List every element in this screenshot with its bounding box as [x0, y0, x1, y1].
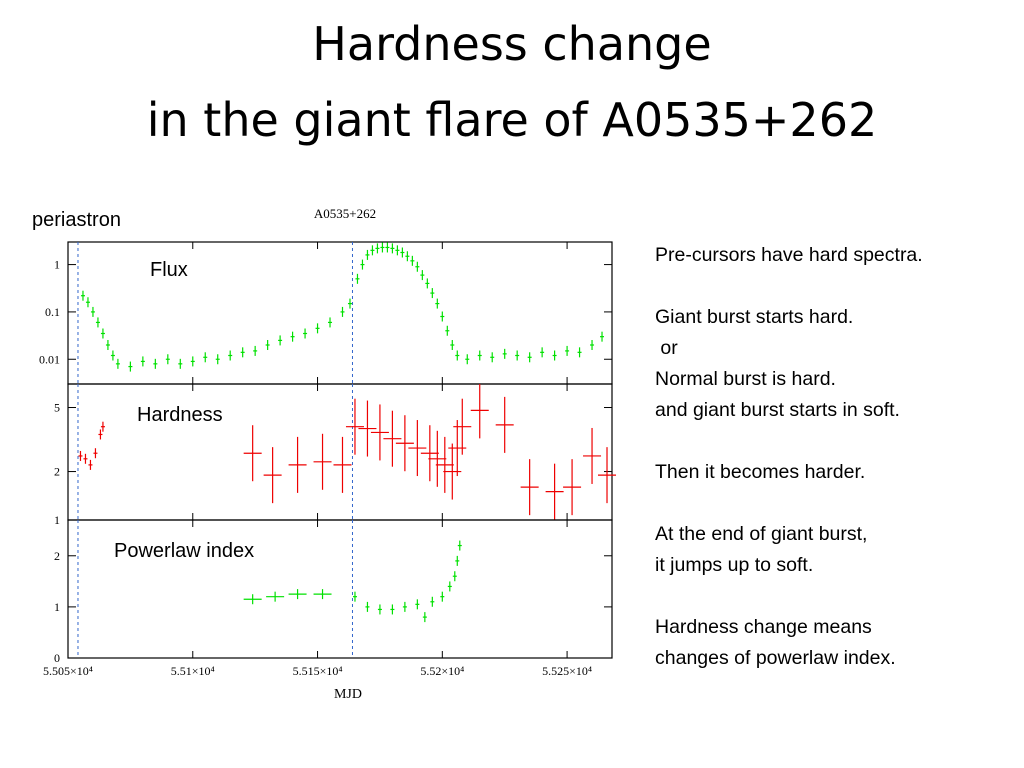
note-line: Pre-cursors have hard spectra.	[655, 244, 923, 266]
note-line	[655, 488, 1020, 519]
note-line	[655, 271, 1020, 302]
note-line: Normal burst is hard.	[655, 368, 836, 390]
y-tick-label: 1	[54, 513, 60, 527]
y-tick-label: 2	[54, 465, 60, 479]
y-tick-label: 5	[54, 401, 60, 415]
note-line: changes of powerlaw index.	[655, 647, 896, 669]
note-line: or	[655, 337, 678, 359]
y-tick-label: 1	[54, 258, 60, 272]
x-tick-label: 5.515×10⁴	[293, 664, 343, 678]
y-tick-label: 0.1	[45, 305, 60, 319]
note-line: it jumps up to soft.	[655, 554, 814, 576]
powerlaw-panel-label: Powerlaw index	[114, 540, 255, 562]
x-tick-label: 5.52×10⁴	[420, 664, 464, 678]
figure-svg: A0535+262 MJD 0.01 0.1 1 1 2 5 0 1 2 5.505×10⁴ 5.5…	[39, 206, 617, 702]
panel-frame	[67, 241, 613, 385]
note-line: Then it becomes harder.	[655, 461, 866, 483]
y-tick-label: 0	[54, 651, 60, 665]
y-tick-label: 0.01	[39, 352, 60, 366]
note-line: At the end of giant burst,	[655, 523, 868, 545]
note-line	[655, 426, 1020, 457]
note-line: and giant burst starts in soft.	[655, 399, 900, 421]
panel-frame	[67, 519, 613, 659]
note-line	[655, 581, 1020, 612]
x-tick-label: 5.525×10⁴	[542, 664, 592, 678]
notes-text: Pre-cursors have hard spectra. Giant bur…	[655, 240, 1020, 674]
hardness-panel-label: Hardness	[137, 404, 223, 426]
note-line: Hardness change means	[655, 616, 872, 638]
slide-title-line2: in the giant flare of A0535+262	[146, 93, 878, 147]
slide-title-line1: Hardness change	[312, 17, 712, 71]
periastron-label: periastron	[32, 209, 121, 231]
note-line: Giant burst starts hard.	[655, 306, 854, 328]
figure-title: A0535+262	[314, 206, 376, 221]
y-tick-label: 2	[54, 549, 60, 563]
x-axis-label: MJD	[334, 687, 362, 702]
x-tick-label: 5.505×10⁴	[43, 664, 93, 678]
flux-panel-label: Flux	[150, 259, 188, 281]
y-tick-label: 1	[54, 600, 60, 614]
panel-frame	[67, 383, 613, 521]
light-curve-figure: A0535+262 MJD 0.01 0.1 1 1 2 5 0 1 2 5.505×10⁴ 5.5…	[0, 190, 640, 710]
x-tick-label: 5.51×10⁴	[171, 664, 215, 678]
